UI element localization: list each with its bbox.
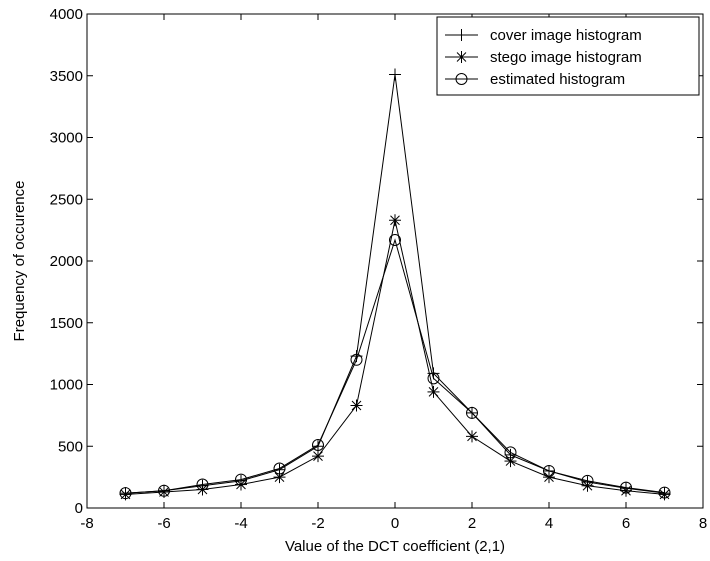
plot-area <box>86 13 704 509</box>
series-3-point <box>273 462 286 475</box>
legend-label-3: estimated histogram <box>490 71 625 88</box>
series-3-point <box>504 446 517 459</box>
series-3-point <box>658 486 671 499</box>
series-2-point <box>273 471 286 484</box>
series-2-point <box>389 214 401 227</box>
series-2-point <box>427 385 440 398</box>
series-3-point <box>466 406 478 419</box>
series-3-point <box>581 474 594 487</box>
series-2-point <box>196 483 209 496</box>
series-2-point <box>466 430 478 443</box>
legend-marker-2 <box>455 51 468 63</box>
series-2-point <box>581 479 594 492</box>
series-3-point <box>350 353 363 366</box>
series-3-point <box>312 439 324 452</box>
series-3-point <box>543 464 555 477</box>
series-3-point <box>427 372 440 385</box>
x-axis-label: Value of the DCT coefficient (2,1) <box>285 538 505 555</box>
series-3-point <box>158 484 170 497</box>
legend-box <box>436 16 700 96</box>
x-tick-label: -6 <box>157 515 170 532</box>
series-line-3 <box>125 238 665 494</box>
series-2-point <box>235 478 247 491</box>
legend-marker-3 <box>455 73 468 85</box>
series-3-point <box>235 473 247 486</box>
x-tick-label: -2 <box>311 515 324 532</box>
y-tick-label: 3000 <box>50 130 83 147</box>
legend-marker-1 <box>455 29 468 41</box>
legend: cover image histogram stego image histogr… <box>436 16 700 96</box>
series-3-point <box>389 234 401 247</box>
y-axis-label: Frequency of occurence <box>11 181 28 342</box>
series-3-point <box>196 478 209 491</box>
y-tick-label: 1500 <box>50 315 83 332</box>
y-tick-label: 2500 <box>50 191 83 208</box>
y-tick-label: 1000 <box>50 377 83 394</box>
series-2-point <box>504 455 517 468</box>
y-tick-label: 500 <box>58 438 83 455</box>
x-tick-label: -4 <box>234 515 247 532</box>
x-tick-label: 2 <box>468 515 476 532</box>
y-tick-label: 2000 <box>50 253 83 270</box>
legend-label-1: cover image histogram <box>490 27 642 44</box>
series-2-point <box>543 471 555 484</box>
y-tick-label: 3500 <box>50 68 83 85</box>
x-tick-label: 0 <box>391 515 399 532</box>
series-2-point <box>312 450 324 463</box>
x-tick-label: 4 <box>545 515 553 532</box>
series-1-point <box>389 68 401 81</box>
x-tick-label: 6 <box>622 515 630 532</box>
series-2-point <box>658 488 671 501</box>
series-2-point <box>350 399 363 412</box>
y-tick-label: 4000 <box>50 6 83 23</box>
series-layer <box>119 68 671 501</box>
series-3-point <box>119 487 132 500</box>
x-tick-label: -8 <box>80 515 93 532</box>
y-tick-label: 0 <box>75 500 83 517</box>
legend-label-2: stego image histogram <box>490 49 642 66</box>
x-tick-label: 8 <box>699 515 707 532</box>
series-3-point <box>620 481 632 494</box>
